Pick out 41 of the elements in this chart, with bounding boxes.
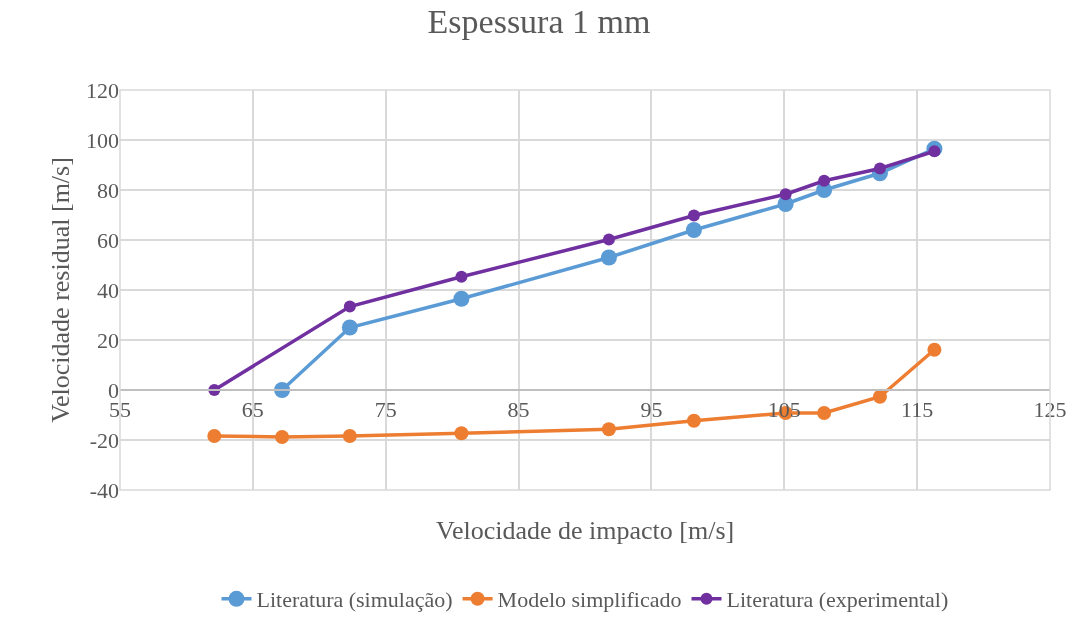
x-tick-label: 75 <box>374 397 397 423</box>
point <box>686 413 701 428</box>
point <box>687 209 700 222</box>
point <box>455 270 468 283</box>
legend-label: Modelo simplificado <box>497 587 682 613</box>
point <box>873 162 886 175</box>
x-tick-label: 95 <box>640 397 663 423</box>
point <box>872 389 887 404</box>
point <box>602 233 615 246</box>
y-tick-label: 100 <box>86 127 119 153</box>
y-tick-label: -20 <box>89 427 119 453</box>
chart-title: Espessura 1 mm <box>427 3 651 41</box>
point <box>817 406 832 420</box>
x-tick-label: 115 <box>901 397 934 423</box>
y-axis-title: Velocidade residual [m/s] <box>46 157 76 423</box>
point <box>818 174 831 187</box>
legend-label: Literatura (experimental) <box>726 587 949 613</box>
x-axis-title: Velocidade de impacto [m/s] <box>436 516 735 545</box>
y-tick-label: 20 <box>97 327 119 353</box>
point <box>341 319 358 336</box>
x-tick-label: 125 <box>1033 397 1067 423</box>
point <box>927 342 942 357</box>
point <box>685 222 702 238</box>
point <box>454 426 469 441</box>
y-tick-label: 120 <box>86 77 119 103</box>
x-tick-label: 65 <box>241 397 264 423</box>
legend-label: Literatura (simulação) <box>256 587 453 613</box>
point <box>207 429 222 443</box>
point <box>601 422 616 437</box>
y-tick-label: 40 <box>97 277 119 303</box>
point <box>928 145 941 158</box>
point <box>453 290 470 307</box>
point <box>343 300 356 313</box>
y-tick-label: -40 <box>89 477 119 503</box>
y-tick-label: 80 <box>97 177 119 203</box>
point <box>275 430 290 444</box>
x-tick-label: 85 <box>507 397 530 423</box>
point <box>342 429 357 443</box>
y-tick-label: 60 <box>97 227 119 253</box>
point <box>779 188 792 201</box>
point <box>600 249 617 266</box>
